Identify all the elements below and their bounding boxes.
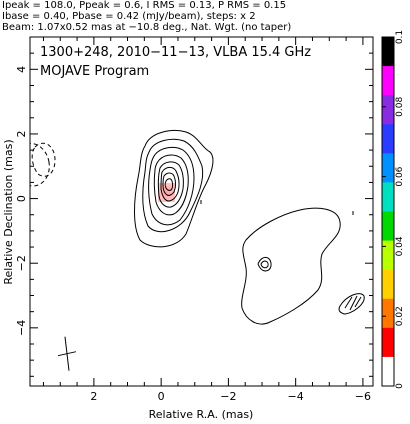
colorbar-segment [382,66,394,96]
colorbar-tick-label: 0.04 [395,236,405,256]
contour-level-1 [134,130,214,248]
axis-ticks [30,37,373,386]
cross-minor-axis [57,351,77,357]
colorbar-segment [382,124,394,154]
header-peak-line: Ipeak = 108.0, Ppeak = 0.6, I RMS = 0.13… [2,0,286,11]
chart-subtitle: MOJAVE Program [40,64,149,79]
jet-knot-contour [257,257,272,272]
colorbar-tick-label: 0.08 [395,97,405,117]
colorbar-segment [382,327,394,358]
outer-component-contour [338,293,365,315]
x-tick-label: −6 [355,390,371,403]
colorbar-frame [381,36,395,387]
y-tick-label: −4 [15,320,28,336]
restoring-beam [30,142,50,187]
colorbar-segment [382,95,394,125]
colorbar-segment [382,356,394,387]
outer-component-hatch [344,295,362,311]
core-contours [134,130,214,248]
axis-tick-labels: 2 0 −2 −4 −6 4 2 0 −2 −4 [15,66,371,403]
x-tick-label: −4 [288,390,304,403]
colorbar-segment [382,37,394,67]
colorbar-tick-label: 0.06 [395,166,405,186]
contour-level-5 [157,161,184,208]
core-polarization-patch [158,183,175,202]
x-tick-label: −2 [220,390,236,403]
y-axis-label: Relative Declination (mas) [2,139,15,284]
reference-cross [57,336,77,371]
y-tick-label: −2 [15,255,28,271]
map-area [30,130,365,371]
x-tick-label: 2 [90,390,97,403]
colorbar-segment [382,211,394,242]
contour-level-6 [160,166,180,202]
negative-contour [31,142,56,177]
header-beam-line: Beam: 1.07x0.52 mas at −10.8 deg., Nat. … [2,22,291,33]
chart-title: 1300+248, 2010−11−13, VLBA 15.4 GHz [40,45,311,60]
jet-outer-contour [241,207,341,325]
colorbar [382,37,394,387]
colorbar-segment [382,269,394,300]
contour-level-7 [162,172,176,196]
contour-level-8 [164,178,174,191]
header-base-line: Ibase = 0.40, Pbase = 0.42 (mJy/beam), s… [2,11,256,22]
contour-level-4 [153,154,189,216]
y-tick-label: 0 [15,195,28,202]
jet-contours [241,207,365,325]
jet-knot-inner-contour [260,260,269,269]
colorbar-segment [382,240,394,271]
x-axis-label: Relative R.A. (mas) [149,408,254,421]
contour-level-2 [142,138,204,233]
plot-frame [29,36,374,387]
colorbar-segment [382,182,394,212]
y-tick-label: 2 [15,130,28,137]
colorbar-tick-label: 0.1 [395,30,405,44]
colorbar-tick-labels: 0 0.02 0.04 0.06 0.08 0.1 [382,30,405,389]
x-tick-label: 0 [158,390,165,403]
colorbar-segment [382,153,394,183]
beam-ellipse [30,142,50,187]
contour-level-3 [148,146,195,226]
colorbar-segment [382,298,394,329]
colorbar-tick-label: 0 [395,383,405,389]
colorbar-tick-label: 0.02 [395,306,405,326]
y-tick-label: 4 [15,66,28,73]
